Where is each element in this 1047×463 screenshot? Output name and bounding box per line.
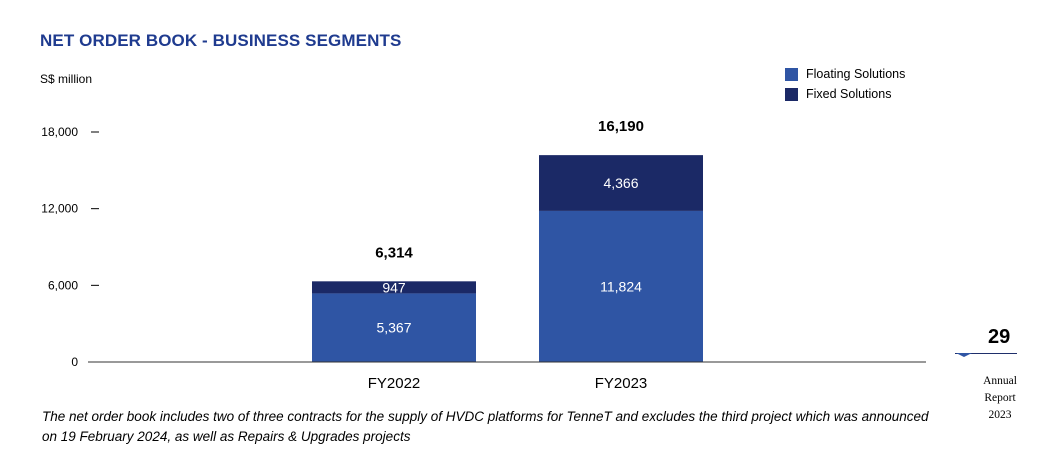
y-tick-label: 18,000 [41,125,78,139]
y-tick-label: 12,000 [41,202,78,216]
legend-label-fixed-solutions: Fixed Solutions [806,87,892,101]
page-number: 29 [988,326,1011,348]
chart-title: NET ORDER BOOK - BUSINESS SEGMENTS [40,31,402,50]
page-number-rule [955,353,1017,354]
y-tick-label: 6,000 [48,278,78,292]
legend-swatch-floating-solutions [785,67,798,81]
bar-value-label: 947 [382,279,406,295]
legend-item-fixed-solutions: Fixed Solutions [785,84,905,104]
bar-value-label: 5,367 [376,320,411,336]
bar-value-label: 4,366 [603,175,638,191]
bar-segment [539,210,703,362]
bar-segment [312,293,476,362]
stacked-bar-chart: 0 6,000 12,000 18,000 5,367 947 6,314 FY2022 11,… [41,118,926,392]
bar-value-label: 11,824 [600,278,642,294]
annual-report-label: Annual Report 2023 [983,375,1017,421]
legend-swatch-fixed-solutions [785,87,798,101]
legend-item-floating-solutions: Floating Solutions [785,64,905,84]
bar-segment [312,281,476,294]
x-category-label: FY2022 [368,375,421,392]
chart-footnote: The net order book includes two of three… [42,409,929,444]
y-axis-unit-label: S$ million [40,72,93,86]
bar-total-label: 6,314 [375,244,413,261]
y-tick-label: 0 [71,355,78,369]
bar-total-label: 16,190 [598,118,644,135]
bar-segment [539,155,703,211]
x-category-label: FY2023 [595,375,648,392]
legend-label-floating-solutions: Floating Solutions [806,67,906,81]
chart-legend: Floating Solutions Fixed Solutions [785,64,905,104]
page-marker-icon [956,353,972,357]
